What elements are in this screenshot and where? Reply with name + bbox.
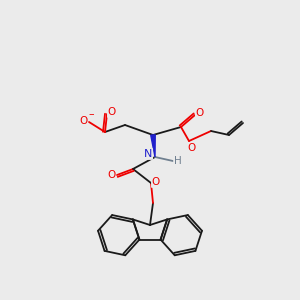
Text: O: O [152,177,160,187]
Text: O: O [187,143,195,153]
Text: H: H [174,156,182,166]
Text: O: O [196,108,204,118]
Text: O: O [79,116,87,126]
Text: –: – [88,109,94,119]
Text: O: O [108,107,116,117]
Text: O: O [107,170,115,180]
Text: N: N [144,149,152,159]
Polygon shape [151,135,155,157]
